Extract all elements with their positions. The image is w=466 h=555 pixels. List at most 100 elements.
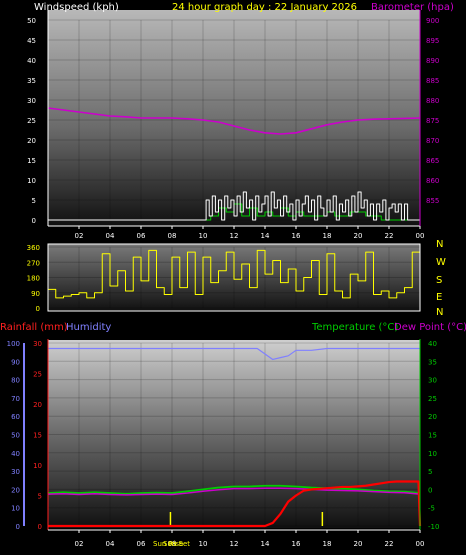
top-x-tick-label: 00 (416, 232, 425, 240)
top-x-tick-label: 12 (230, 232, 239, 240)
bottom-x-tick-label: 00 (416, 540, 425, 548)
barometer-tick-label: 895 (426, 37, 439, 45)
mid-frame (47, 243, 421, 312)
direction-tick-label: 90 (31, 290, 40, 298)
top-panel-bg (48, 10, 420, 226)
rainfall-tick-label: 25 (33, 371, 42, 379)
barometer-axis-title: Barometer (hpa) (371, 2, 454, 13)
temperature-tick-label: 5 (428, 468, 432, 476)
top-x-tick-label: 02 (75, 232, 84, 240)
barometer-tick-label: 890 (426, 57, 439, 65)
temperature-tick-label: -5 (428, 505, 435, 513)
windspeed-tick-label: 10 (27, 177, 36, 185)
humidity-tick-label: 40 (11, 450, 20, 458)
temperature-tick-label: 15 (428, 432, 437, 440)
windspeed-tick-label: 45 (27, 37, 36, 45)
top-x-tick-label: 22 (385, 232, 394, 240)
rainfall-tick-label: 0 (38, 523, 42, 531)
humidity-tick-label: 70 (11, 395, 20, 403)
barometer-tick-label: 900 (426, 17, 439, 25)
barometer-tick-label: 855 (426, 197, 439, 205)
bottom-x-tick-label: 10 (199, 540, 208, 548)
compass-e: E (436, 292, 442, 303)
rainfall-tick-label: 20 (33, 401, 42, 409)
dewpoint-line (47, 487, 421, 496)
compass-n-bottom: N (436, 307, 443, 318)
temperature-tick-label: 25 (428, 395, 437, 403)
windspeed-tick-label: 40 (27, 57, 36, 65)
bottom-x-tick-label: 06 (137, 540, 146, 548)
windspeed-axis-title: Windspeed (kph) (34, 2, 119, 13)
barometer-tick-label: 880 (426, 97, 439, 105)
bottom-x-tick-label: 20 (354, 540, 363, 548)
humidity-tick-label: 100 (7, 340, 20, 348)
dewpoint-axis-title: Dew Point (°C) (394, 322, 466, 333)
temperature-tick-label: 20 (428, 413, 437, 421)
series-layer (47, 107, 422, 528)
humidity-tick-label: 60 (11, 413, 20, 421)
temperature-tick-label: 0 (428, 486, 432, 494)
sunset-label: Sun Set (163, 540, 190, 548)
windspeed-tick-label: 30 (27, 97, 36, 105)
humidity-tick-label: 20 (11, 486, 20, 494)
barometer-tick-label: 870 (426, 137, 439, 145)
top-x-tick-label: 16 (292, 232, 301, 240)
compass-n-top: N (436, 239, 443, 250)
rainfall-line (48, 480, 422, 528)
temperature-tick-label: -10 (428, 523, 439, 531)
compass-w: W (436, 257, 446, 268)
windspeed-tick-label: 0 (32, 217, 36, 225)
bottom-x-tick-label: 04 (106, 540, 115, 548)
barometer-line (47, 107, 421, 135)
humidity-tick-label: 50 (11, 432, 20, 440)
rainfall-tick-label: 10 (33, 462, 42, 470)
top-x-tick-label: 08 (168, 232, 177, 240)
top-x-tick-label: 20 (354, 232, 363, 240)
windspeed-line (48, 191, 420, 221)
bottom-x-tick-label: 14 (261, 540, 270, 548)
axes-layer: 0510152025303540455085586086587087588088… (7, 10, 439, 548)
windspeed-tick-label: 15 (27, 157, 36, 165)
humidity-tick-label: 80 (11, 377, 20, 385)
windspeed-tick-label: 25 (27, 117, 36, 125)
temperature-tick-label: 30 (428, 377, 437, 385)
humidity-tick-label: 30 (11, 468, 20, 476)
windspeed-tick-label: 50 (27, 17, 36, 25)
bottom-x-tick-label: 08 (168, 540, 177, 548)
windspeed-tick-label: 20 (27, 137, 36, 145)
bottom-x-tick-label: 12 (230, 540, 239, 548)
top-x-tick-label: 06 (137, 232, 146, 240)
temperature-axis-title: Temperature (°C) (311, 322, 398, 333)
windspeed-tick-label: 5 (32, 197, 36, 205)
top-x-tick-label: 10 (199, 232, 208, 240)
bottom-x-tick-label: 18 (323, 540, 332, 548)
graph-title: 24 hour graph day : 22 January 2026 (172, 2, 357, 13)
wind-direction-line (48, 249, 421, 299)
barometer-tick-label: 860 (426, 177, 439, 185)
temperature-tick-label: 10 (428, 450, 437, 458)
direction-tick-label: 0 (36, 305, 40, 313)
humidity-axis-title: Humidity (66, 322, 111, 333)
rainfall-axis-title: Rainfall (mm) (0, 322, 68, 333)
bottom-x-tick-label: 02 (75, 540, 84, 548)
bottom-panel-bg (48, 340, 420, 528)
humidity-line (48, 347, 420, 361)
temperature-line (47, 484, 421, 495)
windspeed-tick-label: 35 (27, 77, 36, 85)
top-x-tick-label: 14 (261, 232, 270, 240)
top-x-tick-label: 18 (323, 232, 332, 240)
barometer-tick-label: 865 (426, 157, 439, 165)
rainfall-tick-label: 30 (33, 340, 42, 348)
barometer-tick-label: 875 (426, 117, 439, 125)
direction-tick-label: 360 (27, 244, 40, 252)
humidity-tick-label: 90 (11, 358, 20, 366)
direction-tick-label: 270 (27, 259, 40, 267)
direction-tick-label: 180 (27, 275, 40, 283)
bottom-x-tick-label: 22 (385, 540, 394, 548)
barometer-tick-label: 885 (426, 77, 439, 85)
bottom-x-tick-label: 16 (292, 540, 301, 548)
top-x-tick-label: 04 (106, 232, 115, 240)
temperature-tick-label: 40 (428, 340, 437, 348)
rainfall-tick-label: 15 (33, 432, 42, 440)
